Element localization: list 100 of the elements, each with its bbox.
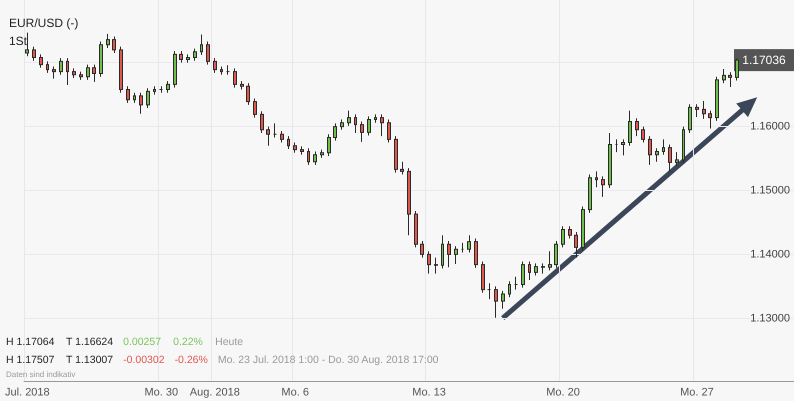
candlestick — [688, 104, 692, 134]
candlestick — [387, 119, 391, 144]
y-tick-label: 1.13000 — [750, 312, 790, 324]
candlestick — [253, 98, 257, 118]
text: EUR/USD (-) — [9, 16, 78, 30]
candlestick — [79, 71, 83, 80]
candlestick — [320, 149, 324, 158]
candlestick — [293, 142, 297, 154]
x-tick-label: Mo. 13 — [412, 386, 446, 398]
candlestick — [427, 250, 431, 274]
candlestick — [708, 110, 712, 129]
candlestick — [434, 257, 438, 274]
candlestick — [59, 58, 63, 76]
candlestick — [66, 58, 69, 86]
y-tick-label: 1.15000 — [750, 184, 790, 196]
x-tick-label: Jul. 2018 — [5, 386, 50, 398]
candlestick — [273, 122, 277, 138]
x-tick-label: Mo. 27 — [680, 386, 714, 398]
candlestick — [615, 138, 618, 153]
candlestick — [179, 50, 183, 64]
candlestick — [682, 126, 685, 164]
x-tick-label: Mo. 6 — [281, 386, 309, 398]
candlestick — [226, 64, 230, 76]
y-tick-label: 1.14000 — [750, 248, 790, 260]
candlestick — [307, 148, 310, 166]
candlestick — [514, 276, 518, 290]
candlestick — [220, 66, 223, 76]
candlestick — [193, 48, 197, 62]
candlestick — [588, 174, 592, 214]
candlestick — [287, 136, 290, 150]
candlestick — [119, 46, 123, 94]
candlestick — [655, 148, 659, 162]
x-tick-label: Mo. 20 — [546, 386, 580, 398]
candlestick — [574, 232, 578, 258]
candlestick — [635, 118, 639, 137]
candlestick — [728, 72, 732, 88]
candlestick — [581, 206, 585, 252]
candlestick — [173, 50, 177, 88]
candlestick — [501, 290, 505, 310]
candlestick — [641, 126, 645, 144]
annotation: Heute — [215, 335, 244, 350]
candlestick — [106, 33, 110, 48]
candlestick — [126, 86, 130, 104]
candlestick — [354, 114, 357, 134]
annotation: 1.17036 — [742, 53, 786, 68]
candlestick — [380, 114, 384, 137]
candlestick — [266, 126, 270, 146]
candlestick — [420, 240, 424, 258]
candlestick — [662, 138, 665, 156]
candlestick — [447, 240, 451, 268]
candlestick — [722, 68, 726, 84]
candlestick — [648, 136, 652, 166]
annotation: -0.26% — [174, 353, 208, 368]
candlestick — [166, 80, 170, 94]
candlestick — [72, 68, 76, 78]
annotation: -0.00302 — [123, 353, 165, 368]
candlestick — [240, 80, 244, 90]
candlestick — [628, 110, 632, 146]
candlestick — [715, 76, 719, 122]
x-tick-label: Mo. 30 — [144, 386, 178, 398]
candlestick — [99, 41, 103, 78]
candlestick — [521, 260, 525, 288]
candlestick — [360, 120, 364, 142]
candlestick — [92, 64, 96, 82]
annotation: Daten sind indikativ — [6, 369, 76, 381]
candlestick — [206, 41, 210, 66]
candlestick — [400, 161, 404, 176]
candlestick — [25, 32, 29, 57]
candlestick — [528, 260, 531, 280]
candlestick — [461, 242, 464, 254]
candlestick — [534, 262, 538, 276]
candlestick — [213, 58, 217, 74]
annotation: H 1.17064 — [6, 335, 56, 350]
candlestick — [481, 260, 485, 294]
candlestick — [280, 130, 284, 144]
candlestick — [735, 58, 739, 82]
candlestick — [702, 100, 706, 120]
candlestick — [548, 250, 552, 271]
candlestick — [494, 286, 498, 318]
candlestick — [200, 34, 203, 56]
candlestick — [159, 86, 163, 94]
candlestick — [139, 92, 143, 114]
x-tick-label: Aug. 2018 — [190, 386, 240, 398]
candlestick — [394, 136, 398, 174]
annotation: Mo. 23 Jul. 2018 1:00 - Do. 30 Aug. 2018 17:00 — [218, 353, 439, 368]
candlestick — [467, 234, 471, 254]
candlestick — [186, 54, 190, 64]
candlestick — [246, 82, 250, 106]
annotation: H 1.17507 — [6, 353, 56, 368]
candlestick — [487, 282, 491, 300]
candlestick — [621, 138, 625, 156]
candlestick — [374, 114, 377, 124]
candlestick — [695, 104, 699, 118]
annotation: 0.00257 — [123, 335, 162, 350]
candlestick — [508, 280, 511, 298]
candlestick — [347, 110, 351, 126]
candlestick — [541, 262, 545, 274]
candlestick — [568, 226, 572, 239]
candlestick — [52, 66, 56, 80]
candlestick — [561, 226, 565, 248]
